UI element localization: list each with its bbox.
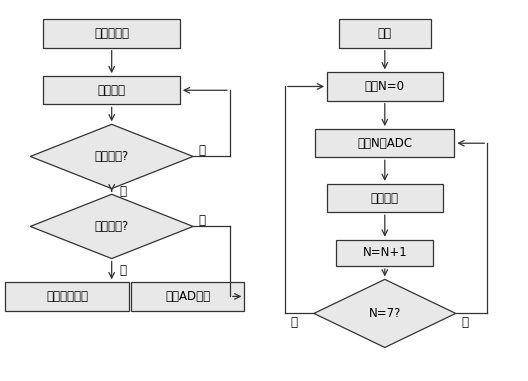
Text: 停止AD模块: 停止AD模块 xyxy=(165,290,210,303)
Text: 发送数据: 发送数据 xyxy=(371,192,399,205)
Polygon shape xyxy=(314,279,456,347)
FancyBboxPatch shape xyxy=(327,72,442,101)
FancyBboxPatch shape xyxy=(43,19,180,48)
Text: 是: 是 xyxy=(119,264,127,277)
FancyBboxPatch shape xyxy=(339,19,431,48)
Text: N=N+1: N=N+1 xyxy=(362,247,407,259)
Text: 通道N=0: 通道N=0 xyxy=(365,80,405,93)
Text: 是: 是 xyxy=(290,316,297,330)
Text: 开始: 开始 xyxy=(378,27,392,40)
FancyBboxPatch shape xyxy=(336,240,433,266)
Text: 系统初始化: 系统初始化 xyxy=(94,27,129,40)
FancyBboxPatch shape xyxy=(315,129,455,157)
Text: N=7?: N=7? xyxy=(369,307,401,320)
Text: 否: 否 xyxy=(199,144,205,157)
Text: 调用相应程序: 调用相应程序 xyxy=(46,290,88,303)
Text: 是: 是 xyxy=(119,185,127,198)
FancyBboxPatch shape xyxy=(5,282,129,311)
FancyBboxPatch shape xyxy=(131,282,244,311)
Polygon shape xyxy=(30,124,193,189)
FancyBboxPatch shape xyxy=(43,76,180,104)
FancyBboxPatch shape xyxy=(327,184,442,212)
Text: 通道N，ADC: 通道N，ADC xyxy=(357,137,412,150)
Text: 接收命令?: 接收命令? xyxy=(95,150,129,163)
Text: 否: 否 xyxy=(199,214,205,227)
Text: 等待命令: 等待命令 xyxy=(98,84,126,97)
Polygon shape xyxy=(30,194,193,259)
Text: 否: 否 xyxy=(461,316,468,330)
Text: 采集命令?: 采集命令? xyxy=(95,220,129,233)
